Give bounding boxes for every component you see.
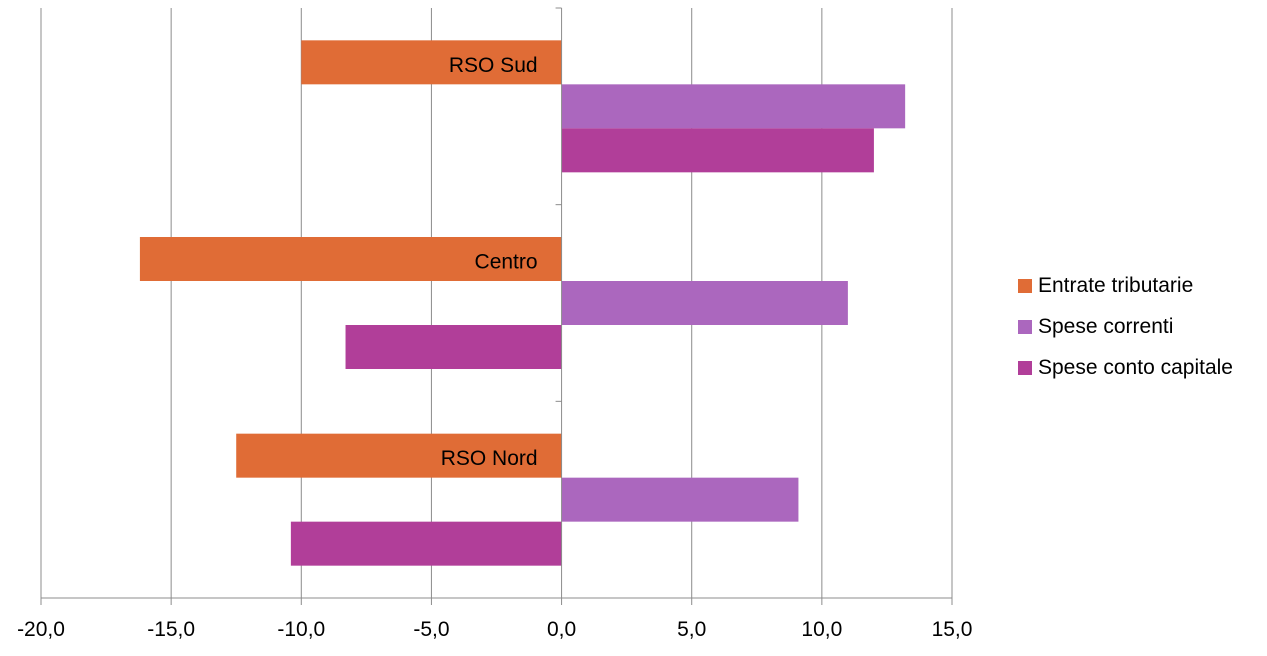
x-tick-label: -5,0 [413,618,449,641]
legend-item-spese-conto-capitale: Spese conto capitale [1018,354,1233,381]
legend: Entrate tributarie Spese correnti Spese … [1018,272,1233,395]
legend-swatch [1018,319,1032,334]
category-label: RSO Nord [441,447,538,470]
bar [561,84,906,129]
legend-label: Spese correnti [1038,314,1174,338]
x-tick-label: -15,0 [147,618,195,641]
x-tick-label: 15,0 [932,618,973,641]
bar [290,521,562,566]
legend-item-entrate-tributarie: Entrate tributarie [1018,272,1233,299]
legend-swatch [1018,360,1032,375]
x-tick-label: -20,0 [17,618,65,641]
bar [561,477,799,522]
category-label: Centro [475,251,538,274]
legend-label: Entrate tributarie [1038,273,1194,297]
x-tick-label: -10,0 [277,618,325,641]
category-label: RSO Sud [449,54,538,77]
legend-swatch [1018,278,1032,293]
bar [561,281,848,325]
legend-label: Spese conto capitale [1038,355,1233,379]
x-tick-label: 10,0 [801,618,842,641]
x-tick-label: 0,0 [547,618,576,641]
bar [345,325,562,369]
bar [301,40,562,85]
bar [236,433,562,478]
legend-item-spese-correnti: Spese correnti [1018,313,1233,340]
bar [561,128,874,173]
bar [139,237,562,281]
x-tick-label: 5,0 [677,618,706,641]
